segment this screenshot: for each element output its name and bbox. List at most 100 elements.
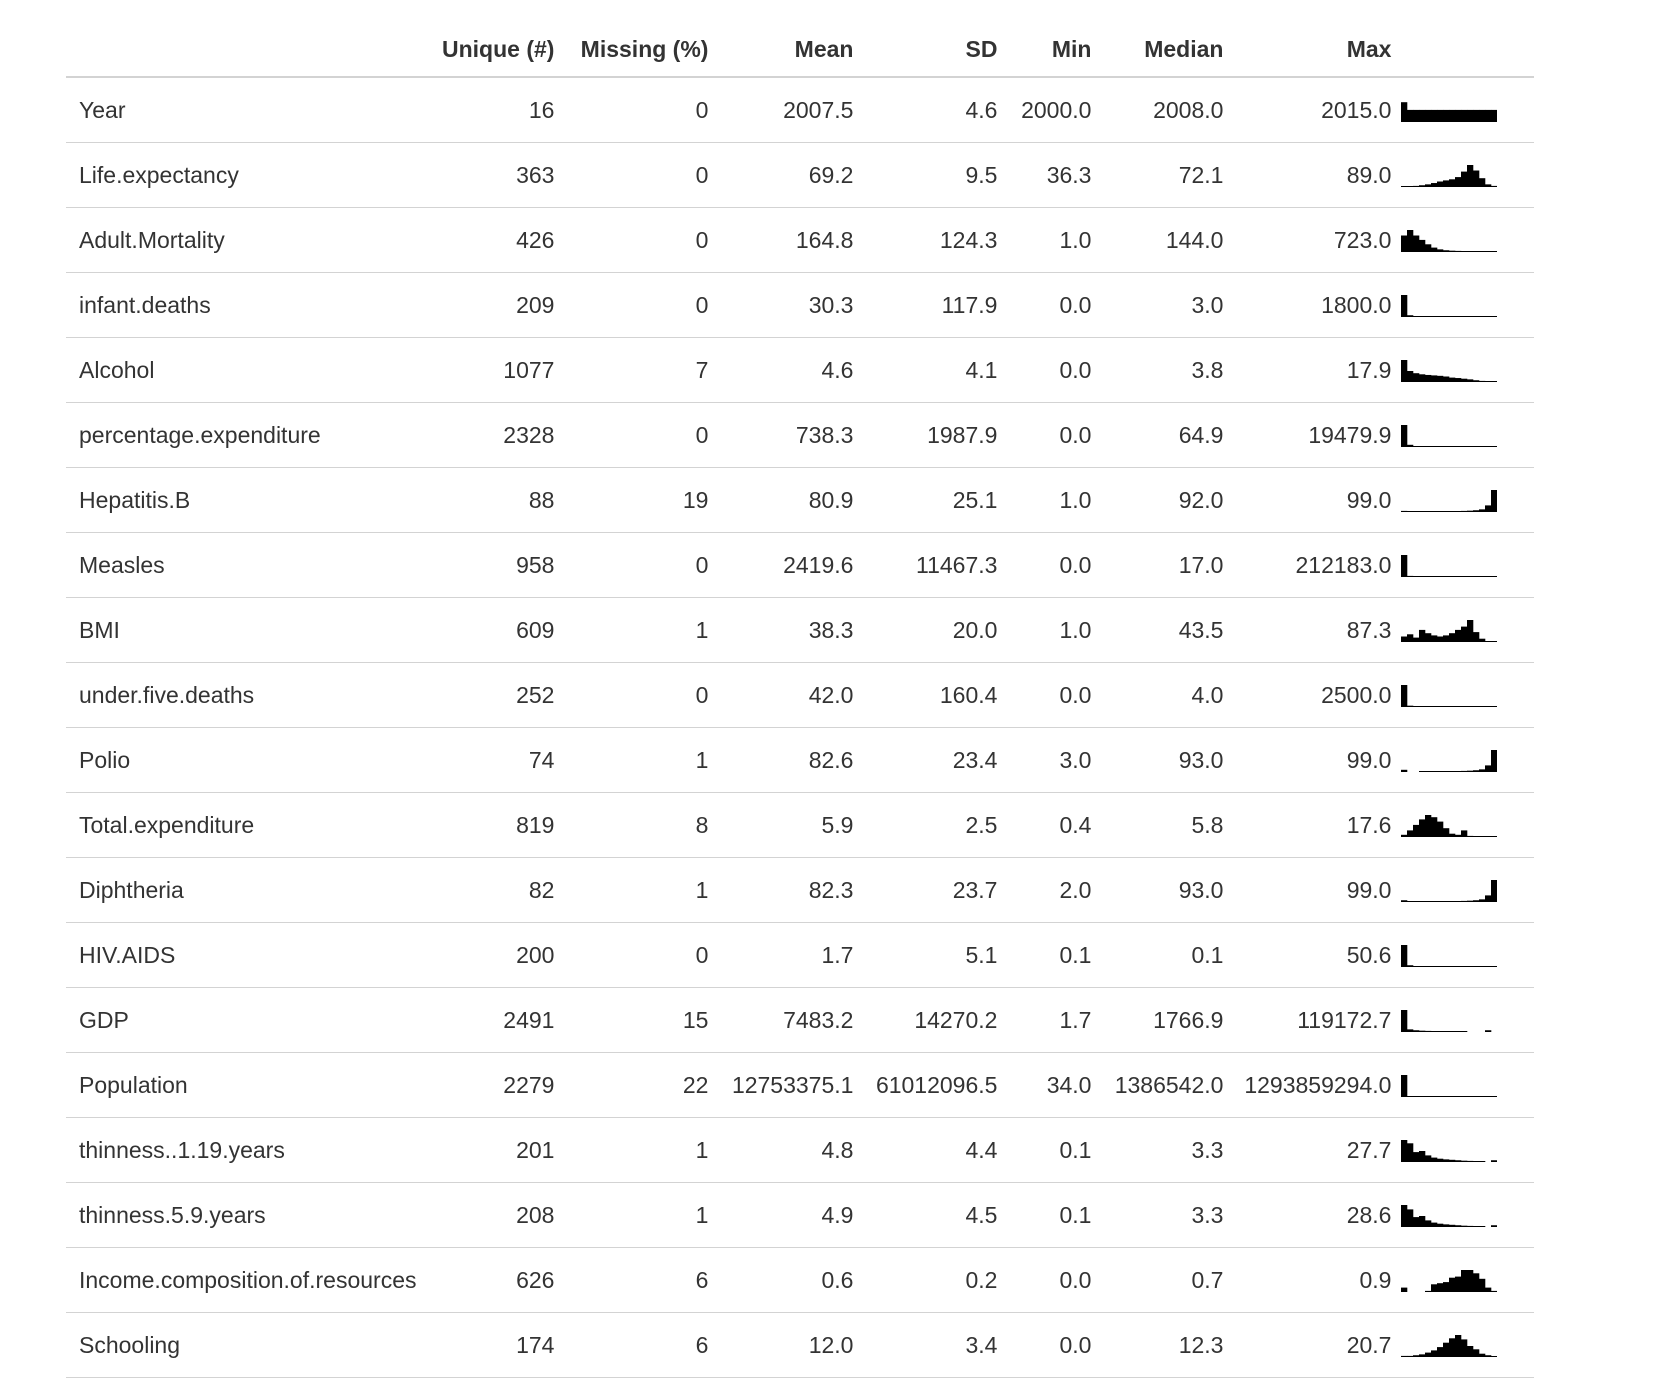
histogram-bar	[1437, 576, 1444, 577]
histogram-cell	[1391, 337, 1535, 403]
histogram-bar	[1407, 109, 1414, 122]
column-header-sd: SD	[853, 22, 998, 78]
histogram-bar	[1425, 633, 1432, 642]
max-value: 2500.0	[1223, 662, 1392, 728]
histogram-bar	[1401, 510, 1408, 512]
histogram-bar	[1485, 505, 1492, 512]
min-value: 0.0	[997, 337, 1092, 403]
histogram-bar	[1443, 180, 1450, 187]
histogram-bar	[1491, 1096, 1498, 1097]
histogram-bar	[1419, 185, 1426, 187]
variable-name: HIV.AIDS	[66, 922, 442, 988]
unique-count: 819	[442, 792, 555, 858]
min-value: 0.0	[997, 1247, 1092, 1313]
median-value: 0.1	[1091, 922, 1224, 988]
histogram-bar	[1479, 836, 1486, 837]
variable-name: Income.composition.of.resources	[66, 1247, 442, 1313]
table-row: BMI 609 1 38.3 20.0 1.0 43.5 87.3	[66, 597, 1535, 663]
histogram-bar	[1401, 1287, 1408, 1292]
histogram-sparkline	[1401, 620, 1498, 642]
histogram-bar	[1443, 1159, 1450, 1162]
table-row: infant.deaths 209 0 30.3 117.9 0.0 3.0 1800.0	[66, 272, 1535, 338]
min-value: 1.0	[997, 467, 1092, 533]
histogram-bar	[1485, 1287, 1492, 1292]
histogram-bar	[1467, 165, 1474, 187]
histogram-bar	[1479, 1278, 1486, 1292]
histogram-bar	[1467, 576, 1474, 577]
histogram-cell	[1391, 662, 1535, 728]
sd-value: 4.6	[853, 77, 998, 143]
histogram-bar	[1437, 446, 1444, 447]
unique-count: 626	[442, 1247, 555, 1313]
missing-percent: 1	[554, 857, 709, 923]
mean-value: 0.6	[708, 1247, 854, 1313]
median-value: 93.0	[1091, 857, 1224, 923]
mean-value: 4.6	[708, 337, 854, 403]
histogram-bar	[1485, 184, 1492, 187]
table-row: Life.expectancy 363 0 69.2 9.5 36.3 72.1 89.0	[66, 142, 1535, 208]
missing-percent: 0	[554, 402, 709, 468]
missing-percent: 0	[554, 662, 709, 728]
histogram-bar	[1449, 633, 1456, 642]
histogram-bar	[1413, 901, 1420, 902]
median-value: 93.0	[1091, 727, 1224, 793]
histogram-bar	[1485, 895, 1492, 902]
missing-percent: 7	[554, 337, 709, 403]
histogram-bar	[1455, 1160, 1462, 1162]
mean-value: 12753375.1	[708, 1052, 854, 1118]
histogram-bar	[1443, 576, 1450, 577]
table-row: Hepatitis.B 88 19 80.9 25.1 1.0 92.0 99.0	[66, 467, 1535, 533]
mean-value: 82.6	[708, 727, 854, 793]
mean-value: 42.0	[708, 662, 854, 728]
mean-value: 38.3	[708, 597, 854, 663]
histogram-bar	[1449, 511, 1456, 512]
histogram-bar	[1437, 966, 1444, 967]
histogram-bar	[1419, 966, 1426, 967]
histogram-sparkline	[1401, 295, 1498, 317]
histogram-bar	[1455, 576, 1462, 577]
histogram-bar	[1419, 1151, 1426, 1162]
histogram-sparkline	[1401, 1010, 1492, 1032]
median-value: 3.0	[1091, 272, 1224, 338]
histogram-bar	[1449, 179, 1456, 187]
histogram-bar	[1425, 815, 1432, 837]
histogram-bar	[1473, 170, 1480, 187]
histogram-bar	[1419, 239, 1426, 252]
histogram-bar	[1485, 109, 1492, 122]
histogram-bar	[1473, 251, 1480, 252]
histogram-bar	[1473, 706, 1480, 707]
histogram-bar	[1485, 1355, 1492, 1357]
histogram-bar	[1461, 378, 1468, 382]
min-value: 2.0	[997, 857, 1092, 923]
variable-name: Measles	[66, 532, 442, 598]
missing-percent: 15	[554, 987, 709, 1053]
column-header-max: Max	[1223, 22, 1392, 78]
histogram-bar	[1455, 316, 1462, 317]
histogram-bar	[1479, 178, 1486, 187]
histogram-bar	[1425, 1030, 1432, 1032]
histogram-bar	[1491, 880, 1498, 902]
unique-count: 363	[442, 142, 555, 208]
histogram-bar	[1485, 641, 1492, 642]
histogram-bar	[1431, 1284, 1438, 1292]
variable-name: Alcohol	[66, 337, 442, 403]
histogram-sparkline	[1401, 1075, 1498, 1097]
histogram-bar	[1425, 1096, 1432, 1097]
histogram-bar	[1407, 186, 1414, 187]
histogram-bar	[1449, 901, 1456, 902]
unique-count: 2279	[442, 1052, 555, 1118]
histogram-bar	[1431, 817, 1438, 837]
histogram-bar	[1401, 295, 1408, 317]
histogram-bar	[1455, 629, 1462, 642]
histogram-bar	[1425, 244, 1432, 252]
histogram-sparkline	[1401, 165, 1498, 187]
table-row: Income.composition.of.resources 626 6 0.6 0.…	[66, 1247, 1535, 1313]
histogram-sparkline	[1401, 750, 1498, 772]
histogram-bar	[1413, 316, 1420, 317]
histogram-cell	[1391, 1247, 1535, 1313]
mean-value: 164.8	[708, 207, 854, 273]
histogram-sparkline	[1401, 685, 1498, 707]
histogram-bar	[1473, 1273, 1480, 1292]
median-value: 17.0	[1091, 532, 1224, 598]
histogram-bar	[1479, 109, 1486, 122]
